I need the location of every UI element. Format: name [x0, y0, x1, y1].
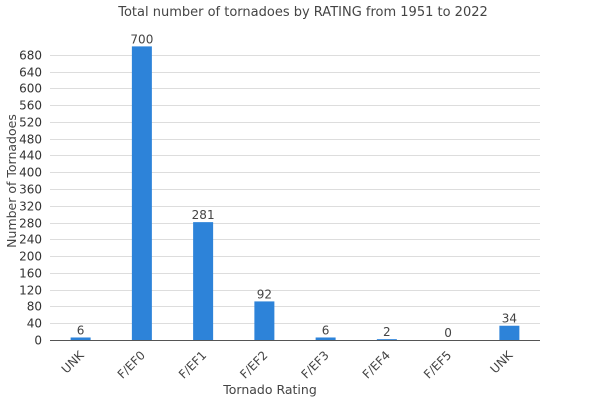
- x-tick-label: F/EF2: [237, 348, 270, 381]
- y-tick-label: 120: [19, 284, 42, 298]
- y-tick-label: 400: [19, 166, 42, 180]
- data-label: 2: [383, 325, 391, 339]
- chart-title: Total number of tornadoes by RATING from…: [117, 5, 488, 20]
- y-tick-label: 440: [19, 149, 42, 163]
- data-label: 34: [502, 312, 517, 326]
- y-tick-label: 0: [34, 334, 42, 348]
- data-label: 6: [322, 323, 330, 337]
- x-tick-label: F/EF0: [115, 348, 148, 381]
- x-tick-label: F/EF1: [176, 348, 209, 381]
- y-tick-label: 680: [19, 49, 42, 63]
- y-tick-label: 160: [19, 267, 42, 281]
- data-label: 281: [192, 208, 215, 222]
- data-label: 700: [130, 32, 153, 46]
- bars: [70, 46, 520, 341]
- bar-0: [70, 337, 91, 340]
- bar-4: [315, 337, 336, 340]
- y-tick-label: 240: [19, 233, 42, 247]
- y-tick-label: 200: [19, 250, 42, 264]
- gridlines: [50, 55, 540, 324]
- y-tick-label: 320: [19, 200, 42, 214]
- y-tick-label: 560: [19, 99, 42, 113]
- bar-1: [131, 46, 152, 341]
- x-tick-label: UNK: [487, 347, 516, 376]
- y-tick-label: 280: [19, 217, 42, 231]
- y-tick-label: 600: [19, 82, 42, 96]
- y-tick-label: 480: [19, 133, 42, 147]
- data-label: 0: [444, 326, 452, 340]
- x-tick-label: F/EF5: [421, 348, 454, 381]
- y-tick-label: 640: [19, 66, 42, 80]
- y-tick-label: 80: [27, 300, 42, 314]
- x-tick-label: F/EF3: [298, 348, 331, 381]
- data-label: 6: [77, 323, 85, 337]
- bar-7: [499, 325, 520, 340]
- x-axis-ticks: UNK F/EF0 F/EF1 F/EF2 F/EF3 F/EF4 F/EF5 UNK: [59, 347, 517, 381]
- y-tick-label: 360: [19, 183, 42, 197]
- x-axis-title: Tornado Rating: [222, 382, 317, 397]
- y-tick-label: 40: [27, 317, 42, 331]
- y-axis-ticks: 0 40 80 120 160 200 240 280 320 360 400 440 480 520 56…: [19, 49, 42, 348]
- y-axis-title: Number of Tornadoes: [4, 114, 19, 248]
- bar-3: [254, 301, 275, 340]
- data-label: 92: [257, 287, 272, 301]
- x-tick-label: F/EF4: [360, 348, 393, 381]
- bar-2: [193, 222, 214, 340]
- y-tick-label: 520: [19, 116, 42, 130]
- bar-5: [376, 339, 397, 340]
- x-tick-label: UNK: [59, 347, 88, 376]
